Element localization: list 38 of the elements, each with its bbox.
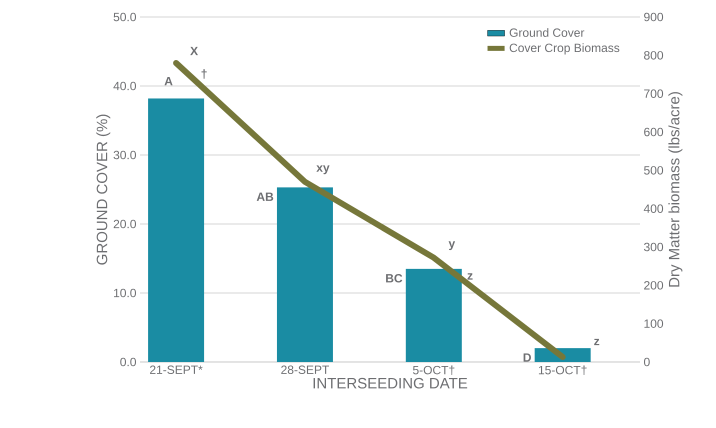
x-tick-label: 5-OCT† [412,366,454,376]
legend-label: Cover Crop Biomass [510,43,620,54]
bar [276,187,333,362]
y-tick-label: 50.0 [114,12,136,22]
annotation: y [448,241,456,250]
y-axis-title: GROUND COVER (%) [96,114,110,265]
annotation: AB [256,192,274,201]
bar [148,98,204,362]
y-tick-label: 0.0 [120,358,136,366]
annotation: X [190,46,198,56]
annotation: z [468,273,473,280]
annotation: z [594,338,600,346]
annotation: BC [386,274,402,283]
y2-tick-label: 500 [644,166,664,175]
legend-label: Ground Cover [510,28,584,37]
x-tick-label: 28-SEPT [281,366,330,374]
y2-tick-label: 200 [644,281,664,290]
bar [406,268,462,362]
annotation: A [164,76,173,86]
y-tick-label: 30.0 [114,150,136,160]
annotation: D [524,353,531,362]
y2-tick-label: 900 [644,12,664,22]
x-tick-label: 15-OCT† [538,366,587,376]
y-tick-label: 10.0 [114,288,136,298]
y-tick-label: 40.0 [113,82,136,90]
y2-tick-label: 100 [644,319,664,328]
y2-tick-label: 400 [644,204,664,213]
y2-tick-label: 600 [644,128,664,136]
annotation: xy [316,165,330,174]
y2-tick-label: 700 [644,89,664,98]
annotation: † [202,69,207,79]
x-tick-label: 21-SEPT* [150,366,203,374]
y-tick-label: 20.0 [114,220,136,228]
y2-tick-label: 0 [644,358,650,366]
x-axis-title: INTERSEEDING DATE [314,378,468,389]
y2-tick-label: 300 [644,242,664,252]
y2-tick-label: 800 [644,51,664,60]
y2-axis-title: Dry Matter biomass (lbs/acre) [668,92,682,287]
